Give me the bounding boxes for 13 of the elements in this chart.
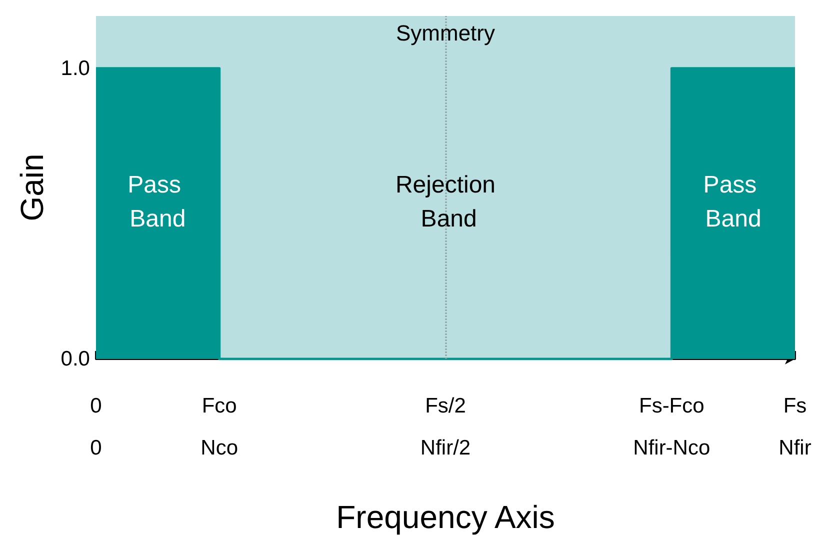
x-tick-label: 0 0 xyxy=(90,394,102,460)
annotation: Rejection Band xyxy=(395,172,496,233)
y-tick-label: 0.0 xyxy=(60,348,90,370)
x-axis-title: Frequency Axis xyxy=(336,499,555,535)
x-tick-label: Fs/2 Nfir/2 xyxy=(420,394,471,460)
x-tick-label: Fco Nco xyxy=(200,394,238,460)
annotation: Pass Band xyxy=(128,172,188,233)
x-tick-label: Fs-Fco Nfir-Nco xyxy=(633,394,710,460)
annotation: Pass Band xyxy=(703,172,764,233)
x-tick-label: Fs Nfir xyxy=(778,394,812,460)
y-tick-label: 1.0 xyxy=(60,56,90,80)
ref-line-label: Symmetry xyxy=(396,20,495,46)
y-axis-title: Gain xyxy=(14,154,50,222)
